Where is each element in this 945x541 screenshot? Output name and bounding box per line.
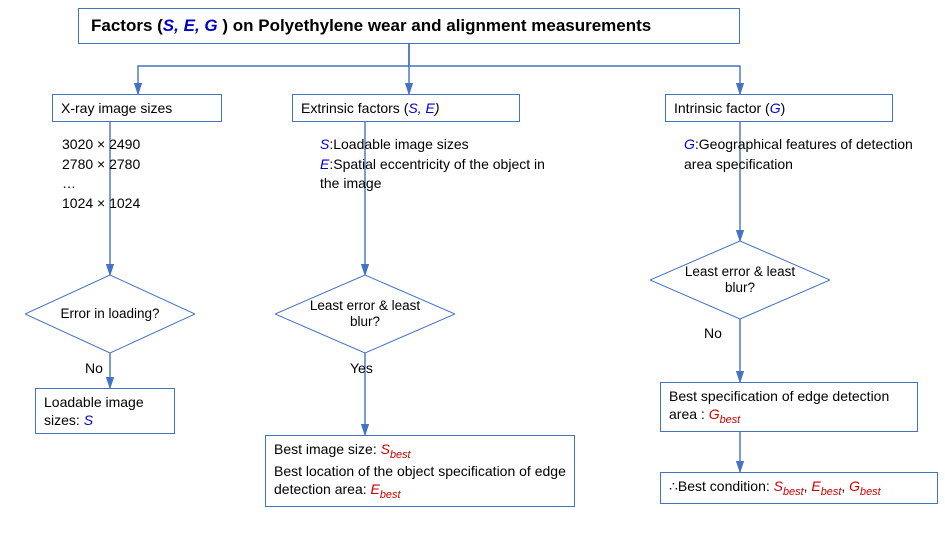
col3-g-sym: G — [684, 136, 695, 152]
col2-result: Best image size: Sbest Best location of … — [265, 435, 575, 507]
title-g: G — [204, 16, 217, 35]
col3-diamond-label: Least error & least blur? — [650, 241, 830, 319]
col2-s-sym: S — [320, 136, 329, 152]
col2-r2-best: best — [380, 489, 401, 501]
col3-final: ∴Best condition: Sbest, Ebest, Gbest — [660, 472, 938, 504]
col3-result: Best specification of edge detection are… — [660, 382, 918, 432]
col3-header: Intrinsic factor (G) — [665, 94, 893, 122]
col2-diamond: Least error & least blur? — [275, 275, 455, 353]
title-box: Factors (S, E, G ) on Polyethylene wear … — [78, 8, 740, 44]
col1-result-pre: Loadable image sizes: — [44, 394, 144, 428]
col2-e-sym: E — [320, 156, 329, 172]
col1-header-text: X-ray image sizes — [61, 100, 172, 116]
col3-header-post: ) — [781, 100, 786, 116]
title-e: E — [184, 16, 195, 35]
col2-yes-label: Yes — [350, 360, 373, 376]
final-S: S — [774, 478, 783, 494]
final-Eb: best — [821, 486, 842, 498]
col2-r2-E: E — [371, 481, 380, 497]
col2-r1-best: best — [390, 449, 411, 461]
col2-defs: S:Loadable image sizes E:Spatial eccentr… — [320, 135, 560, 194]
col2-header-s: S — [408, 100, 417, 116]
title-pre: Factors ( — [91, 16, 163, 35]
col2-s-txt: :Loadable image sizes — [329, 136, 468, 152]
size-l1: 3020 × 2490 — [62, 135, 140, 155]
title-sep2: , — [195, 16, 204, 35]
col2-header-post: ) — [435, 100, 440, 116]
col2-diamond-label: Least error & least blur? — [275, 275, 455, 353]
title-s: S — [163, 16, 174, 35]
title-post: ) on Polyethylene wear and alignment mea… — [218, 16, 652, 35]
col3-defs: G:Geographical features of detection are… — [684, 135, 924, 174]
col1-result-sym: S — [84, 412, 93, 428]
final-E: E — [811, 478, 820, 494]
col3-no-label: No — [704, 325, 722, 341]
final-sep2: , — [841, 478, 849, 494]
col3-r-pre: Best specification of edge detection are… — [669, 388, 889, 422]
col2-r1-S: S — [381, 441, 390, 457]
final-G: G — [849, 478, 860, 494]
final-pre: ∴Best condition: — [669, 478, 774, 494]
col3-header-g: G — [770, 100, 781, 116]
size-l3: … — [62, 174, 140, 194]
final-Gb: best — [860, 486, 881, 498]
col3-diamond: Least error & least blur? — [650, 241, 830, 319]
size-l4: 1024 × 1024 — [62, 194, 140, 214]
title-sep1: , — [174, 16, 183, 35]
col2-header: Extrinsic factors (S, E) — [292, 94, 520, 122]
size-l2: 2780 × 2780 — [62, 155, 140, 175]
col1-result: Loadable image sizes: S — [35, 388, 175, 434]
col3-g-txt: :Geographical features of detection area… — [684, 136, 913, 172]
col2-header-pre: Extrinsic factors ( — [301, 100, 408, 116]
col1-sizes: 3020 × 2490 2780 × 2780 … 1024 × 1024 — [62, 135, 140, 213]
col2-header-e: E — [425, 100, 434, 116]
col2-e-txt: :Spatial eccentricity of the object in t… — [320, 156, 545, 192]
col3-header-pre: Intrinsic factor ( — [674, 100, 770, 116]
col3-r-G: G — [709, 406, 720, 422]
col2-r1-pre: Best image size: — [274, 441, 381, 457]
col3-r-best: best — [720, 414, 741, 426]
col1-header: X-ray image sizes — [52, 94, 222, 122]
col2-r2-pre: Best location of the object specificatio… — [274, 463, 566, 497]
col1-diamond: Error in loading? — [25, 275, 195, 353]
col1-no-label: No — [85, 360, 103, 376]
final-Sb: best — [783, 486, 804, 498]
col1-diamond-label: Error in loading? — [25, 275, 195, 353]
